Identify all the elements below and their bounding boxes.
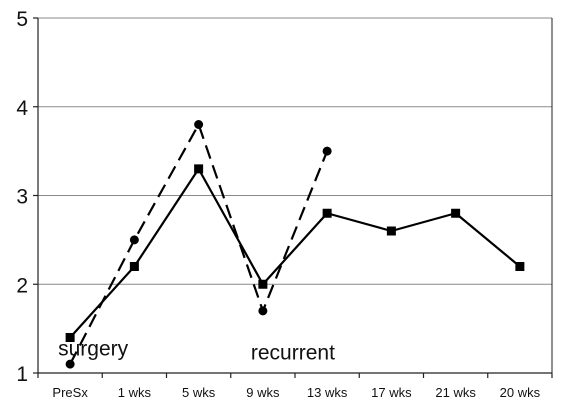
series-0-square-marker — [451, 208, 461, 218]
x-tick-label: 9 wks — [246, 385, 280, 400]
series — [65, 120, 525, 369]
x-tick-label: 21 wks — [435, 385, 476, 400]
series-1-circle-marker — [258, 306, 268, 316]
x-tick-label: PreSx — [52, 385, 88, 400]
series-0-square-marker — [129, 262, 139, 271]
axes — [33, 17, 553, 378]
series-1-line — [69, 123, 329, 365]
x-tick-label: 20 wks — [500, 385, 541, 400]
gridlines — [38, 17, 552, 285]
series-0-square-marker — [65, 333, 75, 342]
y-tick-label: 1 — [16, 363, 28, 386]
annotation-recurrent: recurrent — [251, 342, 335, 365]
annotation-surgery: surgery — [58, 337, 129, 360]
series-1-circle-marker — [129, 235, 139, 245]
y-tick-label: 4 — [16, 97, 28, 120]
series-0-line — [69, 167, 521, 339]
x-tick-label: 5 wks — [182, 385, 216, 400]
series-1-circle-marker — [322, 146, 332, 156]
series-0-square-marker — [194, 164, 204, 174]
series-0-square-marker — [258, 279, 268, 289]
series-0-square-marker — [322, 208, 332, 218]
series-1-circle-marker — [65, 359, 75, 369]
series-0-square-marker — [386, 226, 396, 236]
series-1-circle-marker — [194, 120, 204, 129]
x-tick-label: 13 wks — [307, 385, 348, 400]
series-0-square-marker — [515, 262, 525, 271]
labels: 1 2 3 4 5 PreSx 1 wks 5 wks 9 wks 13 wks 17 wks 21 … — [16, 8, 540, 400]
y-tick-label: 3 — [16, 186, 28, 209]
x-tick-label: 17 wks — [371, 385, 412, 400]
y-tick-label: 2 — [16, 274, 28, 297]
x-tick-label: 1 wks — [118, 385, 152, 400]
y-tick-label: 5 — [16, 8, 28, 31]
